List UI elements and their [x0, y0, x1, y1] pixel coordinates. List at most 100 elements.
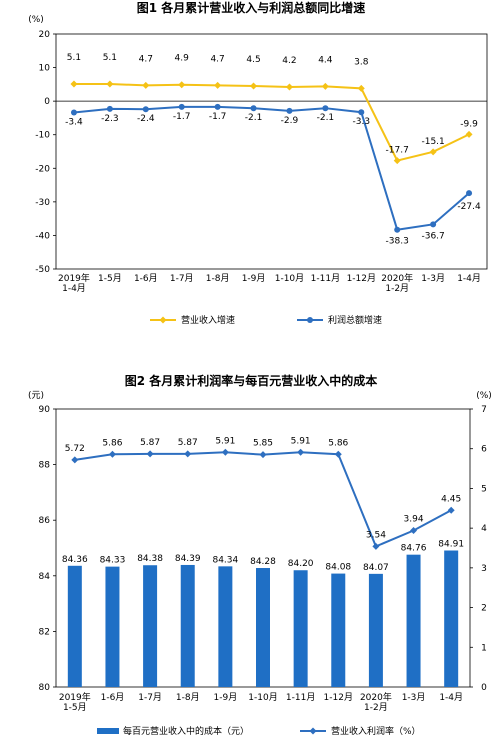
chart2-line-label: 5.86	[102, 438, 122, 448]
chart2-line	[74, 451, 452, 548]
chart1-data-label: -17.7	[386, 146, 409, 156]
chart1-data-label: -2.4	[137, 114, 155, 124]
chart2-y-left-tick-label: 80	[39, 683, 51, 693]
chart1-x-tick-label: 1-4月	[62, 283, 86, 294]
chart1-data-label: -1.7	[209, 112, 227, 122]
chart2-x-tick-label: 1-8月	[176, 692, 200, 703]
chart1-data-label: 4.2	[282, 56, 296, 66]
chart1-legend-marker	[159, 316, 167, 324]
chart1-point	[465, 130, 473, 138]
chart1-y-tick-label: 20	[39, 30, 51, 40]
chart1-y-tick-label: -10	[35, 131, 50, 141]
chart1-data-label: 4.9	[175, 54, 190, 64]
chart1-x-tick-label: 2020年	[381, 272, 413, 284]
chart1-x-tick-label: 1-10月	[275, 273, 304, 284]
chart2-y-left-tick-label: 82	[39, 627, 50, 637]
chart1-x-tick-label: 1-7月	[170, 273, 194, 284]
chart1-legend-label: 营业收入增速	[181, 314, 235, 326]
chart2-bar	[67, 565, 82, 687]
chart1-data-label: 3.8	[354, 57, 369, 67]
chart2-line-point	[108, 450, 116, 458]
chart1-data-label: 4.7	[210, 54, 224, 64]
chart1-point	[429, 148, 437, 156]
chart1-y-unit: (%)	[28, 15, 44, 25]
chart1-x-tick-label: 1-3月	[421, 273, 445, 284]
chart1-point	[250, 105, 257, 112]
chart2-bar	[368, 573, 383, 687]
chart1-y-tick-label: -20	[35, 164, 50, 174]
chart2-legend-line-label: 营业收入利润率（%）	[331, 725, 421, 737]
chart1-point	[250, 82, 258, 90]
chart2-x-tick-label: 1-2月	[364, 702, 388, 713]
chart1-point	[393, 157, 401, 165]
chart2-y-right-unit: (%)	[476, 391, 492, 401]
chart2-x-tick-label: 2020年	[360, 691, 392, 703]
chart1-point	[178, 103, 185, 110]
chart1-data-label: 5.1	[67, 53, 81, 63]
chart1-data-label: 5.1	[103, 53, 117, 63]
chart2-bar-label: 84.08	[325, 563, 351, 573]
chart2-bar-label: 84.28	[250, 557, 276, 567]
chart1-series-line	[73, 105, 470, 231]
chart2-x-tick-label: 1-7月	[138, 692, 162, 703]
chart1-y-tick-label: 10	[39, 64, 51, 74]
chart2-y-left-tick-label: 84	[39, 572, 51, 582]
chart2-line-label: 5.91	[215, 436, 235, 446]
chart2-x-tick-label: 1-10月	[248, 692, 277, 703]
chart1-x-tick-label: 1-8月	[206, 273, 230, 284]
chart1-point	[430, 221, 437, 228]
chart1-point	[466, 190, 473, 197]
chart2-bar	[218, 566, 233, 687]
chart1-x-tick-label: 1-6月	[134, 273, 158, 284]
chart2-bar-label: 84.76	[401, 544, 427, 554]
chart1-data-label: 4.5	[246, 55, 260, 65]
chart2-bar	[105, 566, 120, 687]
chart1-y-tick-label: -50	[35, 265, 50, 275]
chart1-x-tick-label: 1-5月	[98, 273, 122, 284]
chart1-x-tick-label: 1-4月	[457, 273, 481, 284]
chart2-line-label: 5.87	[140, 438, 160, 448]
chart1-data-label: -36.7	[421, 231, 444, 241]
chart1-point	[321, 82, 329, 90]
chart2-line-point	[184, 450, 192, 458]
chart1-series-line	[73, 83, 470, 162]
chart2-y-left-tick-label: 90	[39, 405, 51, 415]
chart2-x-tick-label: 1-3月	[402, 692, 426, 703]
chart1-point	[322, 105, 329, 112]
chart2-y-right-tick-label: 2	[481, 604, 487, 614]
chart1-data-label: -1.7	[173, 112, 191, 122]
chart2-bar-label: 84.07	[363, 563, 389, 573]
chart1-point	[178, 81, 186, 89]
chart2-y-left-unit: (元)	[28, 391, 44, 401]
chart2-line-point	[221, 448, 229, 456]
chart2-x-tick-label: 1-9月	[214, 692, 238, 703]
chart1-point	[358, 109, 365, 116]
chart2-x-tick-label: 1-6月	[101, 692, 125, 703]
chart2-bar-label: 84.38	[137, 554, 163, 564]
chart2-y-left-tick-label: 88	[39, 461, 51, 471]
chart2-legend-bar-label: 每百元营业收入中的成本（元）	[123, 725, 249, 737]
chart2-bar	[180, 564, 195, 687]
chart2-line-point	[372, 542, 380, 550]
chart2-line-point	[410, 527, 418, 535]
chart1-data-label: -27.4	[457, 202, 481, 212]
chart1-point	[70, 80, 78, 88]
chart1-data-label: -3.4	[65, 118, 83, 128]
chart2-legend-line-marker	[309, 727, 317, 735]
chart2-y-right-tick-label: 5	[481, 484, 487, 494]
chart1-data-label: -2.9	[281, 116, 299, 126]
chart1-point	[106, 80, 114, 88]
chart2-bar	[293, 570, 308, 687]
chart2-line-point	[447, 506, 455, 514]
chart2-y-right-tick-label: 3	[481, 564, 487, 574]
chart1-y-tick-label: -40	[35, 231, 50, 241]
chart2-x-tick-label: 2019年	[59, 691, 91, 703]
chart1-title: 图1 各月累计营业收入与利润总额同比增速	[137, 0, 366, 15]
chart1-point	[214, 103, 221, 110]
chart1-point	[142, 106, 149, 113]
chart2-y-right-tick-label: 6	[481, 445, 487, 455]
chart1-data-label: -2.1	[245, 113, 263, 123]
